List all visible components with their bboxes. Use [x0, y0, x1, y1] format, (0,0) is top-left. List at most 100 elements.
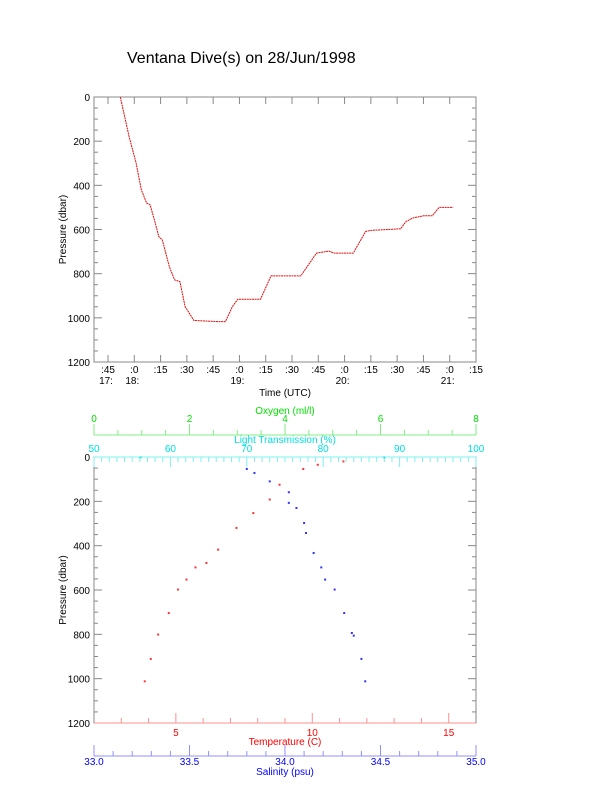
y-tick-label: 1200 — [68, 358, 91, 369]
temperature-point — [278, 483, 281, 486]
salinity-point — [350, 632, 353, 635]
x-tick-label: :15 — [259, 365, 273, 376]
oxygen-tick-label: 4 — [282, 414, 288, 425]
y-axis-label: Pressure (dbar) — [58, 195, 69, 264]
x-tick-label: :45 — [101, 365, 115, 376]
salinity-tick-label: 33.5 — [180, 757, 200, 768]
salinity-axis-label: Salinity (psu) — [256, 767, 314, 778]
salinity-tick-label: 34.0 — [275, 757, 295, 768]
x-tick-label: :0 — [340, 365, 349, 376]
plot-frame-top — [93, 96, 477, 363]
y-tick-label: 1200 — [68, 719, 91, 730]
salinity-point — [343, 612, 346, 615]
y-tick-label: 600 — [73, 586, 90, 597]
y-tick-label: 800 — [73, 270, 90, 281]
salinity-point — [245, 467, 248, 470]
light-tick-label: 100 — [468, 444, 485, 455]
light-tick-label: 70 — [241, 444, 253, 455]
salinity-point — [352, 634, 355, 637]
x-tick-label: :45 — [416, 365, 430, 376]
y-axis-label: Pressure (dbar) — [58, 555, 69, 624]
temperature-tick-label: 10 — [307, 728, 319, 739]
temperature-point — [157, 633, 160, 636]
salinity-tick-label: 35.0 — [466, 757, 486, 768]
oxygen-axis-label: Oxygen (ml/l) — [255, 406, 314, 417]
x-tick-label: :45 — [206, 365, 220, 376]
pressure-trace-line — [119, 96, 454, 323]
salinity-point — [295, 506, 298, 509]
temperature-point — [185, 578, 188, 581]
temperature-point — [194, 566, 197, 569]
salinity-point — [287, 501, 290, 504]
x-tick-hour-label: 21: — [441, 376, 455, 387]
y-tick-label: 1000 — [68, 675, 91, 686]
salinity-point — [312, 551, 315, 554]
y-tick-label: 800 — [73, 630, 90, 641]
salinity-point — [253, 471, 256, 474]
x-tick-label: :30 — [180, 365, 194, 376]
salinity-point — [324, 578, 327, 581]
x-tick-label: :15 — [469, 365, 483, 376]
x-tick-hour-label: 19: — [230, 376, 244, 387]
x-tick-hour-label: 20: — [336, 376, 350, 387]
salinity-point — [303, 522, 306, 525]
oxygen-tick-label: 2 — [187, 414, 193, 425]
temperature-tick-label: 15 — [443, 728, 455, 739]
salinity-point — [320, 566, 323, 569]
x-tick-label: :0 — [446, 365, 455, 376]
temperature-point — [205, 561, 208, 564]
x-tick-label: :30 — [285, 365, 299, 376]
x-tick-hour-label: 17: — [99, 376, 113, 387]
temperature-point — [235, 526, 238, 529]
salinity-point — [268, 480, 271, 483]
x-axis-label: Time (UTC) — [259, 388, 311, 399]
y-tick-label: 400 — [73, 181, 90, 192]
light-tick-label: 60 — [165, 444, 177, 455]
temperature-tick-label: 5 — [173, 728, 179, 739]
x-tick-label: :0 — [235, 365, 244, 376]
temperature-point — [149, 657, 152, 660]
temperature-point — [252, 512, 255, 515]
temperature-point — [302, 467, 305, 470]
light-axis-label: Light Transmission (%) — [234, 435, 336, 446]
salinity-tick-label: 34.5 — [371, 757, 391, 768]
x-tick-label: :0 — [130, 365, 139, 376]
x-tick-label: :45 — [311, 365, 325, 376]
light-tick-label: 50 — [88, 444, 100, 455]
oxygen-tick-label: 6 — [378, 414, 384, 425]
salinity-point — [333, 588, 336, 591]
temperature-point — [177, 588, 180, 591]
y-tick-label: 200 — [73, 497, 90, 508]
salinity-point — [287, 491, 290, 494]
temperature-point — [217, 548, 220, 551]
y-tick-label: 400 — [73, 542, 90, 553]
x-tick-label: :15 — [154, 365, 168, 376]
y-tick-label: 600 — [73, 226, 90, 237]
salinity-point — [360, 657, 363, 660]
x-tick-hour-label: 18: — [125, 376, 139, 387]
plot-frame-bottom — [93, 456, 477, 724]
temperature-point — [342, 460, 345, 463]
x-tick-label: :30 — [390, 365, 404, 376]
chart-title: Ventana Dive(s) on 28/Jun/1998 — [127, 50, 356, 67]
salinity-point — [364, 680, 367, 683]
x-tick-label: :15 — [364, 365, 378, 376]
temperature-point — [268, 498, 271, 501]
y-tick-label: 0 — [84, 453, 90, 464]
light-tick-label: 90 — [394, 444, 406, 455]
light-tick-label: 80 — [318, 444, 330, 455]
salinity-tick-label: 33.0 — [84, 757, 104, 768]
y-tick-label: 1000 — [68, 314, 91, 325]
oxygen-tick-label: 8 — [473, 414, 479, 425]
y-tick-label: 0 — [84, 93, 90, 104]
temperature-axis-label: Temperature (C) — [249, 737, 322, 748]
y-tick-label: 200 — [73, 137, 90, 148]
oxygen-tick-label: 0 — [91, 414, 97, 425]
light-point — [139, 456, 142, 459]
temperature-point — [316, 463, 319, 466]
light-point — [383, 456, 386, 459]
salinity-point — [305, 532, 308, 535]
temperature-point — [167, 612, 170, 615]
